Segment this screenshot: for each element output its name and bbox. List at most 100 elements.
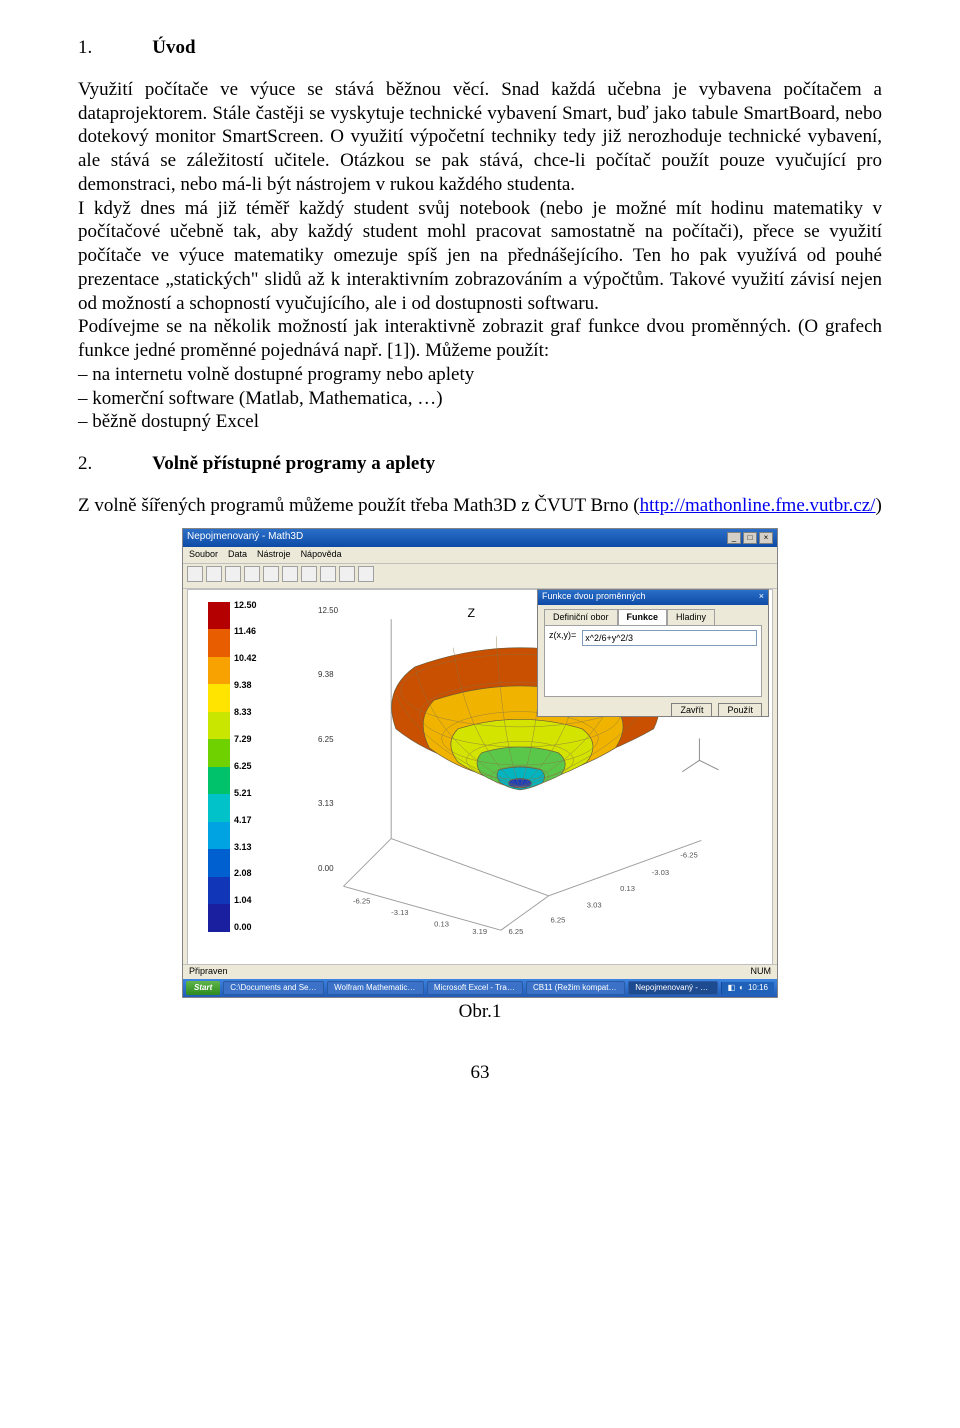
status-text: Připraven <box>189 966 228 977</box>
function-input[interactable] <box>582 630 757 646</box>
section-2-title: Volně přístupné programy a aplety <box>152 452 435 476</box>
panel-tab-active[interactable]: Funkce <box>618 609 668 625</box>
menu-item[interactable]: Nástroje <box>257 549 291 560</box>
window-titlebar: Nepojmenovaný - Math3D _ □ × <box>183 529 777 547</box>
colorbar-tick: 11.46 <box>234 626 268 637</box>
section-1-number: 1. <box>78 36 92 60</box>
colorbar-tick: 7.29 <box>234 734 268 745</box>
colorbar-tick: 0.00 <box>234 922 268 933</box>
z-tick: 12.50 <box>318 606 338 616</box>
panel-tab[interactable]: Definiční obor <box>544 609 618 625</box>
svg-text:3.03: 3.03 <box>587 900 602 909</box>
panel-titlebar: Funkce dvou proměnných × <box>538 590 768 605</box>
panel-close-icon[interactable]: × <box>759 591 764 602</box>
toolbar-button[interactable] <box>263 566 279 582</box>
svg-text:6.25: 6.25 <box>551 915 566 924</box>
colorbar-tick: 10.42 <box>234 653 268 664</box>
panel-body: z(x,y)= <box>544 625 762 697</box>
taskbar-item-active[interactable]: Nepojmenovaný - Ma… <box>628 981 717 995</box>
panel-footer: Zavřít Použít <box>538 703 768 721</box>
close-button[interactable]: × <box>759 532 773 544</box>
math3d-link[interactable]: http://mathonline.fme.vutbr.cz/ <box>640 495 876 516</box>
maximize-button[interactable]: □ <box>743 532 757 544</box>
colorbar <box>208 602 230 932</box>
section-1-heading: 1. Úvod <box>78 36 882 60</box>
panel-tabs: Definiční obor Funkce Hladiny <box>538 605 768 625</box>
z-tick: 3.13 <box>318 799 338 809</box>
minimize-button[interactable]: _ <box>727 532 741 544</box>
svg-text:-3.13: -3.13 <box>391 907 408 916</box>
paragraph-4b: ) <box>875 495 881 516</box>
toolbar-button[interactable] <box>206 566 222 582</box>
tray-icon[interactable]: ◐ <box>739 983 744 993</box>
toolbar-button[interactable] <box>282 566 298 582</box>
z-tick: 0.00 <box>318 864 338 874</box>
toolbar-button[interactable] <box>320 566 336 582</box>
svg-text:0.13: 0.13 <box>620 884 635 893</box>
function-definition-panel: Funkce dvou proměnných × Definiční obor … <box>537 589 769 717</box>
toolbar <box>183 564 777 589</box>
toolbar-button[interactable] <box>187 566 203 582</box>
windows-taskbar: Start C:\Documents and Settin… Wolfram M… <box>183 979 777 997</box>
bullet-item: – běžně dostupný Excel <box>78 410 882 434</box>
clock: 10:16 <box>748 983 768 993</box>
svg-text:6.25: 6.25 <box>509 927 524 934</box>
toolbar-button[interactable] <box>301 566 317 582</box>
paragraph-1: Využití počítače ve výuce se stává běžno… <box>78 78 882 197</box>
toolbar-button[interactable] <box>244 566 260 582</box>
paragraph-2: I když dnes má již téměř každý student s… <box>78 197 882 316</box>
paragraph-3: Podívejme se na několik možností jak int… <box>78 315 882 363</box>
window-title: Nepojmenovaný - Math3D <box>187 531 303 544</box>
section-2-number: 2. <box>78 452 92 476</box>
section-2-heading: 2. Volně přístupné programy a aplety <box>78 452 882 476</box>
colorbar-tick: 2.08 <box>234 868 268 879</box>
page-number: 63 <box>78 1061 882 1085</box>
close-button[interactable]: Zavřít <box>671 703 712 717</box>
menu-item[interactable]: Soubor <box>189 549 218 560</box>
math3d-window: Nepojmenovaný - Math3D _ □ × Soubor Data… <box>182 528 778 998</box>
status-num-indicator: NUM <box>751 966 772 977</box>
svg-text:3.19: 3.19 <box>472 927 487 934</box>
taskbar-item[interactable]: CB11 (Režim kompatibili… <box>526 981 625 995</box>
paragraph-4: Z volně šířených programů můžeme použít … <box>78 494 882 518</box>
menu-item[interactable]: Nápověda <box>301 549 342 560</box>
tray-icon[interactable]: ◧ <box>728 983 736 993</box>
colorbar-tick: 9.38 <box>234 680 268 691</box>
status-bar: Připraven NUM <box>183 964 777 979</box>
z-axis-label: Z <box>468 606 476 620</box>
menu-item[interactable]: Data <box>228 549 247 560</box>
colorbar-tick: 3.13 <box>234 842 268 853</box>
colorbar-tick: 8.33 <box>234 707 268 718</box>
taskbar-item[interactable]: Wolfram Mathematica 7… <box>327 981 424 995</box>
toolbar-button[interactable] <box>358 566 374 582</box>
svg-text:0.13: 0.13 <box>434 919 449 928</box>
system-tray: ◧ ◐ 10:16 <box>721 982 774 994</box>
panel-title: Funkce dvou proměnných <box>542 591 646 602</box>
panel-tab[interactable]: Hladiny <box>667 609 715 625</box>
z-tick: 6.25 <box>318 735 338 745</box>
colorbar-tick: 5.21 <box>234 788 268 799</box>
taskbar-item[interactable]: Microsoft Excel - Transf… <box>427 981 523 995</box>
z-axis-ticks: 12.50 9.38 6.25 3.13 0.00 <box>318 606 338 874</box>
apply-button[interactable]: Použít <box>718 703 762 717</box>
section-1-title: Úvod <box>152 36 195 60</box>
taskbar-item[interactable]: C:\Documents and Settin… <box>223 981 324 995</box>
bullet-item: – na internetu volně dostupné programy n… <box>78 363 882 387</box>
colorbar-tick: 1.04 <box>234 895 268 906</box>
bullet-item: – komerční software (Matlab, Mathematica… <box>78 387 882 411</box>
figure-1: Nepojmenovaný - Math3D _ □ × Soubor Data… <box>78 528 882 1024</box>
bullet-list: – na internetu volně dostupné programy n… <box>78 363 882 434</box>
toolbar-button[interactable] <box>225 566 241 582</box>
colorbar-tick: 12.50 <box>234 600 268 611</box>
svg-text:-6.25: -6.25 <box>680 850 697 859</box>
colorbar-labels: 12.50 11.46 10.42 9.38 8.33 7.29 6.25 5.… <box>234 600 268 934</box>
document-page: 1. Úvod Využití počítače ve výuce se stá… <box>0 0 960 1125</box>
z-tick: 9.38 <box>318 670 338 680</box>
function-label: z(x,y)= <box>549 630 576 692</box>
start-button[interactable]: Start <box>186 981 220 995</box>
svg-text:-3.03: -3.03 <box>652 867 669 876</box>
paragraph-4a: Z volně šířených programů můžeme použít … <box>78 495 640 516</box>
menu-bar: Soubor Data Nástroje Nápověda <box>183 547 777 564</box>
toolbar-button[interactable] <box>339 566 355 582</box>
figure-caption: Obr.1 <box>459 1000 502 1024</box>
